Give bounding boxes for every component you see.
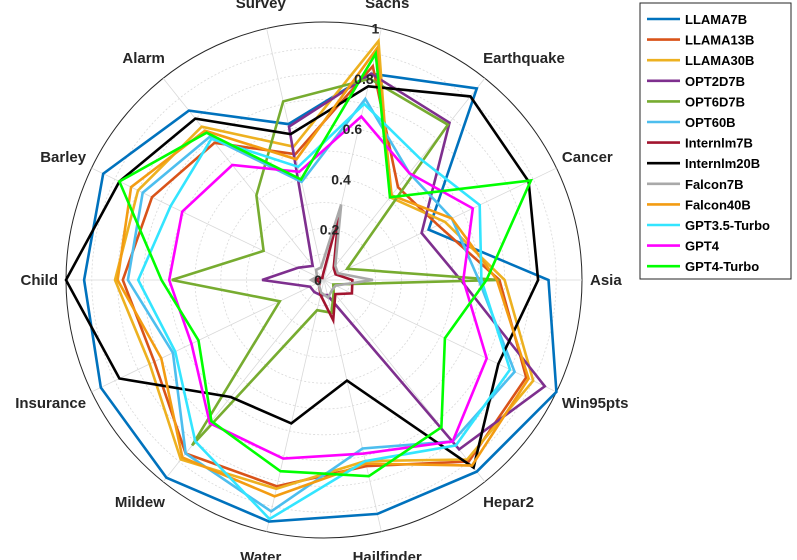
- radial-tick-label: 0.2: [320, 222, 340, 238]
- category-label-insurance: Insurance: [15, 395, 86, 412]
- legend-label: Internlm20B: [685, 156, 760, 171]
- legend-box: [639, 2, 792, 280]
- category-label-barley: Barley: [40, 149, 87, 166]
- legend-label: Falcon40B: [685, 197, 751, 212]
- series-llama13b: [121, 63, 528, 488]
- legend-label: Falcon7B: [685, 177, 744, 192]
- legend-label: OPT6D7B: [685, 94, 745, 109]
- radial-tick-label: 0.4: [331, 171, 351, 187]
- series-opt6d7b: [171, 77, 500, 447]
- radial-tick-label: 1: [372, 21, 380, 37]
- legend-label: GPT4-Turbo: [685, 259, 759, 274]
- category-label-child: Child: [21, 272, 59, 289]
- grid-spoke: [323, 78, 486, 281]
- grid-spoke: [162, 279, 325, 482]
- legend-label: LLAMA7B: [685, 12, 747, 27]
- category-label-hailfinder: Hailfinder: [353, 549, 422, 560]
- legend-label: LLAMA30B: [685, 53, 754, 68]
- category-labels: Sachs Earthquake Cancer Asia Win95pts Hepar2 H…: [15, 0, 628, 560]
- category-label-hepar2: Hepar2: [483, 494, 534, 511]
- category-label-survey: Survey: [236, 0, 287, 12]
- series-falcon40b: [116, 45, 531, 498]
- series-internlm20b: [64, 84, 540, 470]
- category-label-sachs: Sachs: [365, 0, 409, 12]
- legend-label: GPT3.5-Turbo: [685, 218, 770, 233]
- legend: LLAMA7B LLAMA13B LLAMA30B OPT2D7B OPT6D7B OPT…: [639, 2, 792, 280]
- series-layer: [64, 37, 558, 523]
- radial-tick-label: 0.8: [354, 71, 374, 87]
- series-internlm7b: [314, 216, 354, 325]
- category-label-cancer: Cancer: [562, 149, 613, 166]
- legend-label: Internlm7B: [685, 136, 753, 151]
- legend-label: GPT4: [685, 239, 720, 254]
- category-label-water: Water: [240, 549, 281, 560]
- series-gpt4-turbo: [117, 49, 534, 478]
- legend-label: OPT60B: [685, 115, 736, 130]
- series-gpt4: [167, 114, 489, 460]
- category-label-asia: Asia: [590, 272, 622, 289]
- category-label-mildew: Mildew: [115, 494, 165, 511]
- radial-tick-label: 0: [314, 272, 322, 288]
- series-gpt3-5-turbo: [136, 102, 512, 521]
- radial-tick-labels: 0 0.2 0.4 0.6 0.8 1: [314, 21, 379, 289]
- category-label-alarm: Alarm: [122, 50, 165, 67]
- legend-label: LLAMA13B: [685, 33, 754, 48]
- series-opt60b: [126, 96, 517, 513]
- category-label-earthquake: Earthquake: [483, 50, 565, 67]
- series-falcon7b: [308, 204, 374, 300]
- category-label-win95pts: Win95pts: [562, 395, 629, 412]
- grid-spoke: [323, 167, 557, 281]
- radial-tick-label: 0.6: [343, 121, 363, 137]
- legend-label: OPT2D7B: [685, 74, 745, 89]
- grid-spoke: [323, 279, 557, 393]
- grid-spoke: [91, 279, 325, 393]
